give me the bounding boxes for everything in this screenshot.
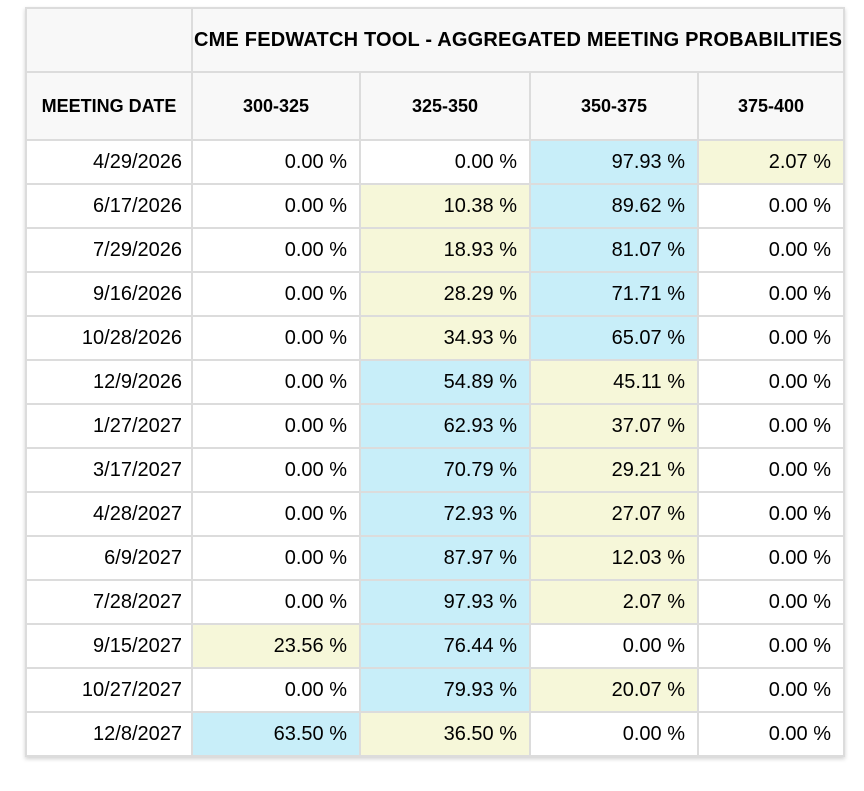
probability-cell: 65.07 % — [529, 315, 699, 361]
probability-cell: 0.00 % — [191, 447, 361, 493]
probability-cell: 97.93 % — [529, 139, 699, 185]
meeting-date-cell: 4/28/2027 — [25, 491, 193, 537]
probability-cell: 20.07 % — [529, 667, 699, 713]
probability-cell: 0.00 % — [697, 711, 845, 757]
probability-cell: 54.89 % — [359, 359, 531, 405]
probability-cell: 0.00 % — [697, 579, 845, 625]
probability-cell: 0.00 % — [191, 359, 361, 405]
meeting-date-cell: 4/29/2026 — [25, 139, 193, 185]
table-row: 4/28/2027 0.00 % 72.93 % 27.07 % 0.00 % — [25, 491, 845, 537]
probability-cell: 0.00 % — [697, 315, 845, 361]
probability-cell: 81.07 % — [529, 227, 699, 273]
column-header-row: MEETING DATE 300-325 325-350 350-375 375… — [25, 71, 845, 141]
corner-cell — [25, 7, 193, 73]
probability-cell: 79.93 % — [359, 667, 531, 713]
table-title: CME FEDWATCH TOOL - AGGREGATED MEETING P… — [191, 7, 845, 73]
probability-cell: 12.03 % — [529, 535, 699, 581]
table-row: 6/17/2026 0.00 % 10.38 % 89.62 % 0.00 % — [25, 183, 845, 229]
probability-cell: 0.00 % — [697, 271, 845, 317]
probability-cell: 62.93 % — [359, 403, 531, 449]
meeting-date-cell: 1/27/2027 — [25, 403, 193, 449]
probability-cell: 0.00 % — [697, 359, 845, 405]
table-row: 6/9/2027 0.00 % 87.97 % 12.03 % 0.00 % — [25, 535, 845, 581]
probability-cell: 87.97 % — [359, 535, 531, 581]
column-header-375-400: 375-400 — [697, 71, 845, 141]
table-row: 4/29/2026 0.00 % 0.00 % 97.93 % 2.07 % — [25, 139, 845, 185]
probability-cell: 71.71 % — [529, 271, 699, 317]
probability-cell: 0.00 % — [529, 711, 699, 757]
title-row: CME FEDWATCH TOOL - AGGREGATED MEETING P… — [25, 7, 845, 73]
probability-cell: 0.00 % — [191, 667, 361, 713]
probability-cell: 36.50 % — [359, 711, 531, 757]
meeting-date-cell: 7/28/2027 — [25, 579, 193, 625]
probability-cell: 0.00 % — [191, 139, 361, 185]
probability-cell: 10.38 % — [359, 183, 531, 229]
probability-cell: 18.93 % — [359, 227, 531, 273]
probability-cell: 0.00 % — [529, 623, 699, 669]
probability-cell: 29.21 % — [529, 447, 699, 493]
probability-cell: 63.50 % — [191, 711, 361, 757]
probability-cell: 0.00 % — [191, 403, 361, 449]
probability-cell: 2.07 % — [697, 139, 845, 185]
probability-cell: 23.56 % — [191, 623, 361, 669]
meeting-date-cell: 6/17/2026 — [25, 183, 193, 229]
probability-cell: 70.79 % — [359, 447, 531, 493]
probability-cell: 0.00 % — [697, 227, 845, 273]
probability-cell: 45.11 % — [529, 359, 699, 405]
table-row: 10/28/2026 0.00 % 34.93 % 65.07 % 0.00 % — [25, 315, 845, 361]
probability-cell: 0.00 % — [191, 315, 361, 361]
column-header-325-350: 325-350 — [359, 71, 531, 141]
meeting-date-cell: 10/27/2027 — [25, 667, 193, 713]
table-row: 3/17/2027 0.00 % 70.79 % 29.21 % 0.00 % — [25, 447, 845, 493]
meeting-date-cell: 6/9/2027 — [25, 535, 193, 581]
probability-cell: 72.93 % — [359, 491, 531, 537]
probability-cell: 34.93 % — [359, 315, 531, 361]
meeting-date-cell: 12/8/2027 — [25, 711, 193, 757]
table-row: 9/15/2027 23.56 % 76.44 % 0.00 % 0.00 % — [25, 623, 845, 669]
meeting-date-cell: 10/28/2026 — [25, 315, 193, 361]
probability-cell: 0.00 % — [191, 183, 361, 229]
probability-cell: 0.00 % — [191, 491, 361, 537]
probability-cell: 0.00 % — [359, 139, 531, 185]
table-row: 12/8/2027 63.50 % 36.50 % 0.00 % 0.00 % — [25, 711, 845, 757]
column-header-meeting-date: MEETING DATE — [25, 71, 193, 141]
probability-cell: 0.00 % — [191, 227, 361, 273]
column-header-300-325: 300-325 — [191, 71, 361, 141]
probability-cell: 0.00 % — [697, 623, 845, 669]
probability-cell: 0.00 % — [697, 491, 845, 537]
table-row: 10/27/2027 0.00 % 79.93 % 20.07 % 0.00 % — [25, 667, 845, 713]
fedwatch-probabilities-table: CME FEDWATCH TOOL - AGGREGATED MEETING P… — [25, 7, 845, 757]
probability-cell: 89.62 % — [529, 183, 699, 229]
table-row: 1/27/2027 0.00 % 62.93 % 37.07 % 0.00 % — [25, 403, 845, 449]
probability-cell: 0.00 % — [191, 579, 361, 625]
probability-cell: 0.00 % — [191, 535, 361, 581]
meeting-date-cell: 9/16/2026 — [25, 271, 193, 317]
probability-cell: 28.29 % — [359, 271, 531, 317]
meeting-date-cell: 3/17/2027 — [25, 447, 193, 493]
probability-cell: 76.44 % — [359, 623, 531, 669]
probability-cell: 0.00 % — [697, 183, 845, 229]
probability-cell: 0.00 % — [697, 403, 845, 449]
probability-cell: 0.00 % — [697, 667, 845, 713]
table-row: 9/16/2026 0.00 % 28.29 % 71.71 % 0.00 % — [25, 271, 845, 317]
probability-cell: 27.07 % — [529, 491, 699, 537]
probability-cell: 0.00 % — [697, 535, 845, 581]
table-row: 12/9/2026 0.00 % 54.89 % 45.11 % 0.00 % — [25, 359, 845, 405]
column-header-350-375: 350-375 — [529, 71, 699, 141]
meeting-date-cell: 7/29/2026 — [25, 227, 193, 273]
meeting-date-cell: 9/15/2027 — [25, 623, 193, 669]
probability-cell: 37.07 % — [529, 403, 699, 449]
table-row: 7/28/2027 0.00 % 97.93 % 2.07 % 0.00 % — [25, 579, 845, 625]
meeting-date-cell: 12/9/2026 — [25, 359, 193, 405]
probability-cell: 0.00 % — [191, 271, 361, 317]
probability-cell: 0.00 % — [697, 447, 845, 493]
probability-cell: 2.07 % — [529, 579, 699, 625]
probability-cell: 97.93 % — [359, 579, 531, 625]
table-row: 7/29/2026 0.00 % 18.93 % 81.07 % 0.00 % — [25, 227, 845, 273]
